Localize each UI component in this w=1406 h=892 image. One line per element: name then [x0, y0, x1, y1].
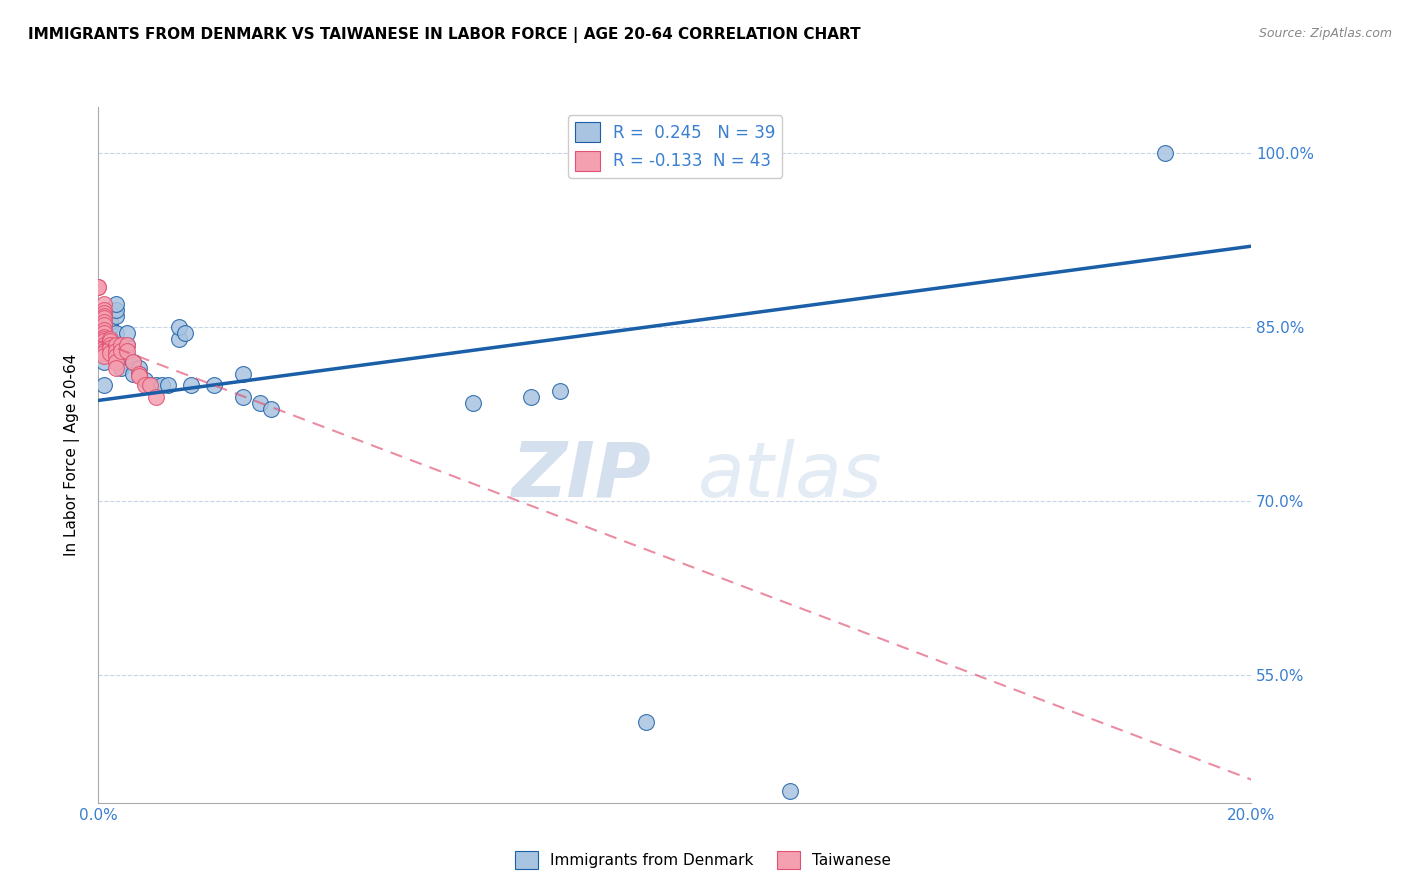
Text: ZIP: ZIP [512, 439, 652, 513]
Point [117, 326, 139, 341]
Point [134, 373, 156, 387]
Point [98, 332, 121, 346]
Point [110, 355, 132, 369]
Point [145, 378, 167, 392]
Point [167, 320, 190, 334]
Point [110, 338, 132, 352]
Point [93, 350, 115, 364]
Point [104, 303, 127, 318]
Point [110, 338, 132, 352]
Point [93, 346, 115, 360]
Point [87, 280, 110, 294]
Y-axis label: In Labor Force | Age 20-64: In Labor Force | Age 20-64 [63, 354, 80, 556]
Text: Source: ZipAtlas.com: Source: ZipAtlas.com [1258, 27, 1392, 40]
Point [117, 338, 139, 352]
Point [139, 378, 162, 392]
Point [93, 343, 115, 358]
Point [104, 309, 127, 323]
Point [117, 350, 139, 364]
Point [87, 334, 110, 349]
Point [139, 378, 162, 392]
Point [174, 326, 197, 341]
Legend: Immigrants from Denmark, Taiwanese: Immigrants from Denmark, Taiwanese [509, 845, 897, 875]
Point [128, 367, 150, 381]
Point [98, 315, 121, 329]
Point [104, 338, 127, 352]
Point [98, 334, 121, 349]
Point [150, 378, 173, 392]
Point [93, 334, 115, 349]
Text: atlas: atlas [697, 439, 883, 513]
Point [98, 341, 121, 355]
Point [98, 346, 121, 360]
Point [87, 320, 110, 334]
Point [98, 338, 121, 352]
Point [779, 784, 801, 798]
Point [87, 280, 110, 294]
Point [104, 350, 127, 364]
Point [122, 355, 145, 369]
Point [117, 338, 139, 352]
Point [117, 343, 139, 358]
Point [93, 326, 115, 341]
Point [249, 396, 271, 410]
Point [104, 355, 127, 369]
Text: IMMIGRANTS FROM DENMARK VS TAIWANESE IN LABOR FORCE | AGE 20-64 CORRELATION CHAR: IMMIGRANTS FROM DENMARK VS TAIWANESE IN … [28, 27, 860, 43]
Point [134, 378, 156, 392]
Point [93, 309, 115, 323]
Point [167, 332, 190, 346]
Point [202, 378, 225, 392]
Point [93, 338, 115, 352]
Point [93, 303, 115, 318]
Point [110, 361, 132, 376]
Point [156, 378, 179, 392]
Point [636, 714, 658, 729]
Point [93, 306, 115, 320]
Point [122, 367, 145, 381]
Point [93, 315, 115, 329]
Point [122, 355, 145, 369]
Point [87, 336, 110, 351]
Point [231, 390, 254, 404]
Legend: R =  0.245   N = 39, R = -0.133  N = 43: R = 0.245 N = 39, R = -0.133 N = 43 [568, 115, 782, 178]
Point [128, 361, 150, 376]
Point [93, 311, 115, 326]
Point [461, 396, 484, 410]
Point [93, 318, 115, 332]
Point [93, 297, 115, 311]
Point [98, 320, 121, 334]
Point [93, 329, 115, 343]
Point [260, 401, 283, 416]
Point [128, 369, 150, 384]
Point [93, 332, 115, 346]
Point [110, 343, 132, 358]
Point [1153, 146, 1175, 161]
Point [548, 384, 571, 398]
Point [104, 343, 127, 358]
Point [93, 355, 115, 369]
Point [93, 341, 115, 355]
Point [93, 378, 115, 392]
Point [180, 378, 202, 392]
Point [520, 390, 543, 404]
Point [104, 326, 127, 341]
Point [87, 332, 110, 346]
Point [128, 367, 150, 381]
Point [145, 390, 167, 404]
Point [93, 323, 115, 337]
Point [104, 297, 127, 311]
Point [98, 332, 121, 346]
Point [231, 367, 254, 381]
Point [104, 361, 127, 376]
